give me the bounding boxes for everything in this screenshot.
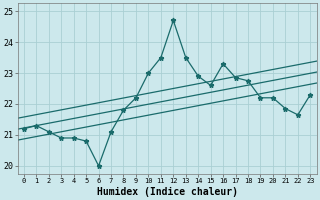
X-axis label: Humidex (Indice chaleur): Humidex (Indice chaleur) bbox=[97, 186, 237, 197]
